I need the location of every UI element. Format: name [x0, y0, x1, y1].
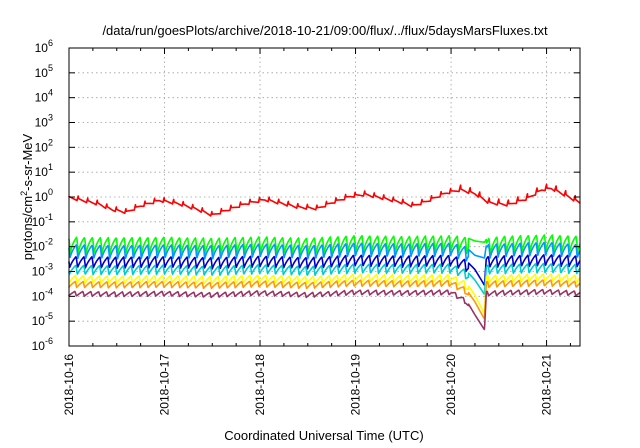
x-tick-label: 2018-10-21	[540, 354, 554, 416]
y-tick-label: 10-1	[32, 212, 53, 229]
y-axis-title-sup: 2	[19, 191, 29, 196]
y-tick-label: 10-6	[32, 336, 53, 353]
y-axis-title: protons/cm2-s-sr-MeV	[19, 133, 35, 260]
series-group	[68, 183, 581, 331]
y-tick-label: 10-2	[32, 237, 53, 254]
x-tick-label: 2018-10-17	[158, 354, 172, 416]
y-tick-label: 104	[35, 88, 53, 105]
y-tick-label: 100	[35, 187, 53, 204]
x-tick-label: 2018-10-19	[349, 354, 363, 416]
x-tick-label: 2018-10-16	[62, 354, 76, 416]
y-tick-label: 10-5	[32, 311, 53, 328]
x-tick-label: 2018-10-18	[253, 354, 267, 416]
y-tick-label: 103	[35, 113, 53, 130]
grid	[69, 48, 580, 346]
series-line	[68, 254, 581, 286]
x-axis-title: Coordinated Universal Time (UTC)	[224, 428, 423, 443]
y-tick-label: 102	[35, 137, 53, 154]
x-tick-label: 2018-10-20	[444, 354, 458, 416]
y-axis-title-rest: -s-sr-MeV	[20, 133, 35, 190]
series-line	[68, 234, 581, 256]
y-tick-label: 101	[35, 162, 53, 179]
chart-title: /data/run/goesPlots/archive/2018-10-21/0…	[102, 23, 548, 38]
y-tick-label: 105	[35, 63, 53, 80]
y-axis-title-base: protons/cm	[20, 196, 35, 260]
y-tick-label: 106	[35, 38, 53, 55]
x-axis: 2018-10-16 2018-10-17 2018-10-18 2018-10-19…	[62, 48, 571, 416]
series-line	[68, 241, 581, 262]
y-tick-label: 10-3	[32, 262, 53, 279]
series-line	[68, 262, 581, 295]
y-tick-label: 10-4	[32, 286, 53, 303]
y-axis: 10-6 10-5 10-4 10-3 10-2 10-1 100 101 102 103 104 1…	[32, 38, 580, 353]
series-line	[68, 273, 581, 315]
series-line	[68, 288, 581, 331]
series-line	[68, 183, 581, 217]
series-line	[68, 279, 581, 320]
